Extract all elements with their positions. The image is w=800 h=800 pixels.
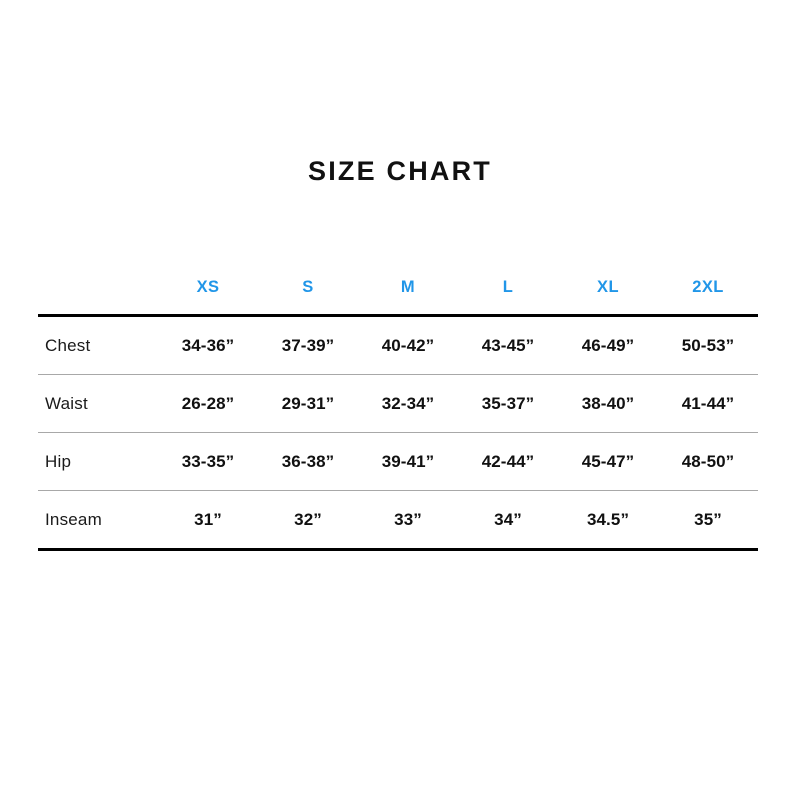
cell-inseam-s: 32” <box>294 509 322 529</box>
cell-hip-s: 36-38” <box>281 451 335 471</box>
cell-waist-m: 32-34” <box>381 393 435 413</box>
cell-waist-2xl: 41-44” <box>681 393 735 413</box>
cell-chest-m: 40-42” <box>381 335 435 355</box>
header-row: XS S M L XL 2XL <box>38 278 758 316</box>
cell-chest-s: 37-39” <box>281 335 335 355</box>
cell-hip-xs: 33-35” <box>181 451 235 471</box>
column-header-s: S <box>302 278 314 296</box>
cell-chest-l: 43-45” <box>481 335 535 355</box>
cell-waist-s: 29-31” <box>281 393 335 413</box>
page-title: SIZE CHART <box>308 156 492 186</box>
row-label-chest: Chest <box>45 335 91 355</box>
size-table-container: XS S M L XL 2XL Chest 34-36” 37-39” 40-4… <box>38 278 758 551</box>
column-header-2xl: 2XL <box>692 278 724 296</box>
cell-waist-xs: 26-28” <box>181 393 235 413</box>
cell-inseam-l: 34” <box>494 509 522 529</box>
column-header-m: M <box>400 278 416 296</box>
cell-hip-2xl: 48-50” <box>681 451 735 471</box>
table-body: Chest 34-36” 37-39” 40-42” 43-45” 46-49”… <box>38 315 758 550</box>
row-label-hip: Hip <box>45 451 72 471</box>
cell-waist-xl: 38-40” <box>581 393 635 413</box>
cell-inseam-xl: 34.5” <box>586 509 630 529</box>
cell-hip-xl: 45-47” <box>581 451 635 471</box>
cell-inseam-xs: 31” <box>194 509 222 529</box>
cell-inseam-m: 33” <box>394 509 422 529</box>
table-row: Waist 26-28” 29-31” 32-34” 35-37” 38-40”… <box>38 375 758 433</box>
cell-inseam-2xl: 35” <box>694 509 722 529</box>
header-corner <box>38 278 158 316</box>
cell-chest-xl: 46-49” <box>581 335 635 355</box>
cell-hip-l: 42-44” <box>481 451 535 471</box>
cell-hip-m: 39-41” <box>381 451 435 471</box>
table-header: XS S M L XL 2XL <box>38 278 758 316</box>
column-header-xl: XL <box>597 278 619 296</box>
cell-waist-l: 35-37” <box>481 393 535 413</box>
column-header-xs: XS <box>196 278 220 296</box>
size-chart-table: XS S M L XL 2XL Chest 34-36” 37-39” 40-4… <box>38 278 758 551</box>
column-header-l: L <box>502 278 514 296</box>
row-label-inseam: Inseam <box>45 509 102 529</box>
table-row: Hip 33-35” 36-38” 39-41” 42-44” 45-47” 4… <box>38 433 758 491</box>
cell-chest-xs: 34-36” <box>181 335 235 355</box>
row-label-waist: Waist <box>45 393 88 413</box>
table-row: Chest 34-36” 37-39” 40-42” 43-45” 46-49”… <box>38 315 758 375</box>
table-row: Inseam 31” 32” 33” 34” 34.5” 35” <box>38 491 758 550</box>
cell-chest-2xl: 50-53” <box>681 335 735 355</box>
